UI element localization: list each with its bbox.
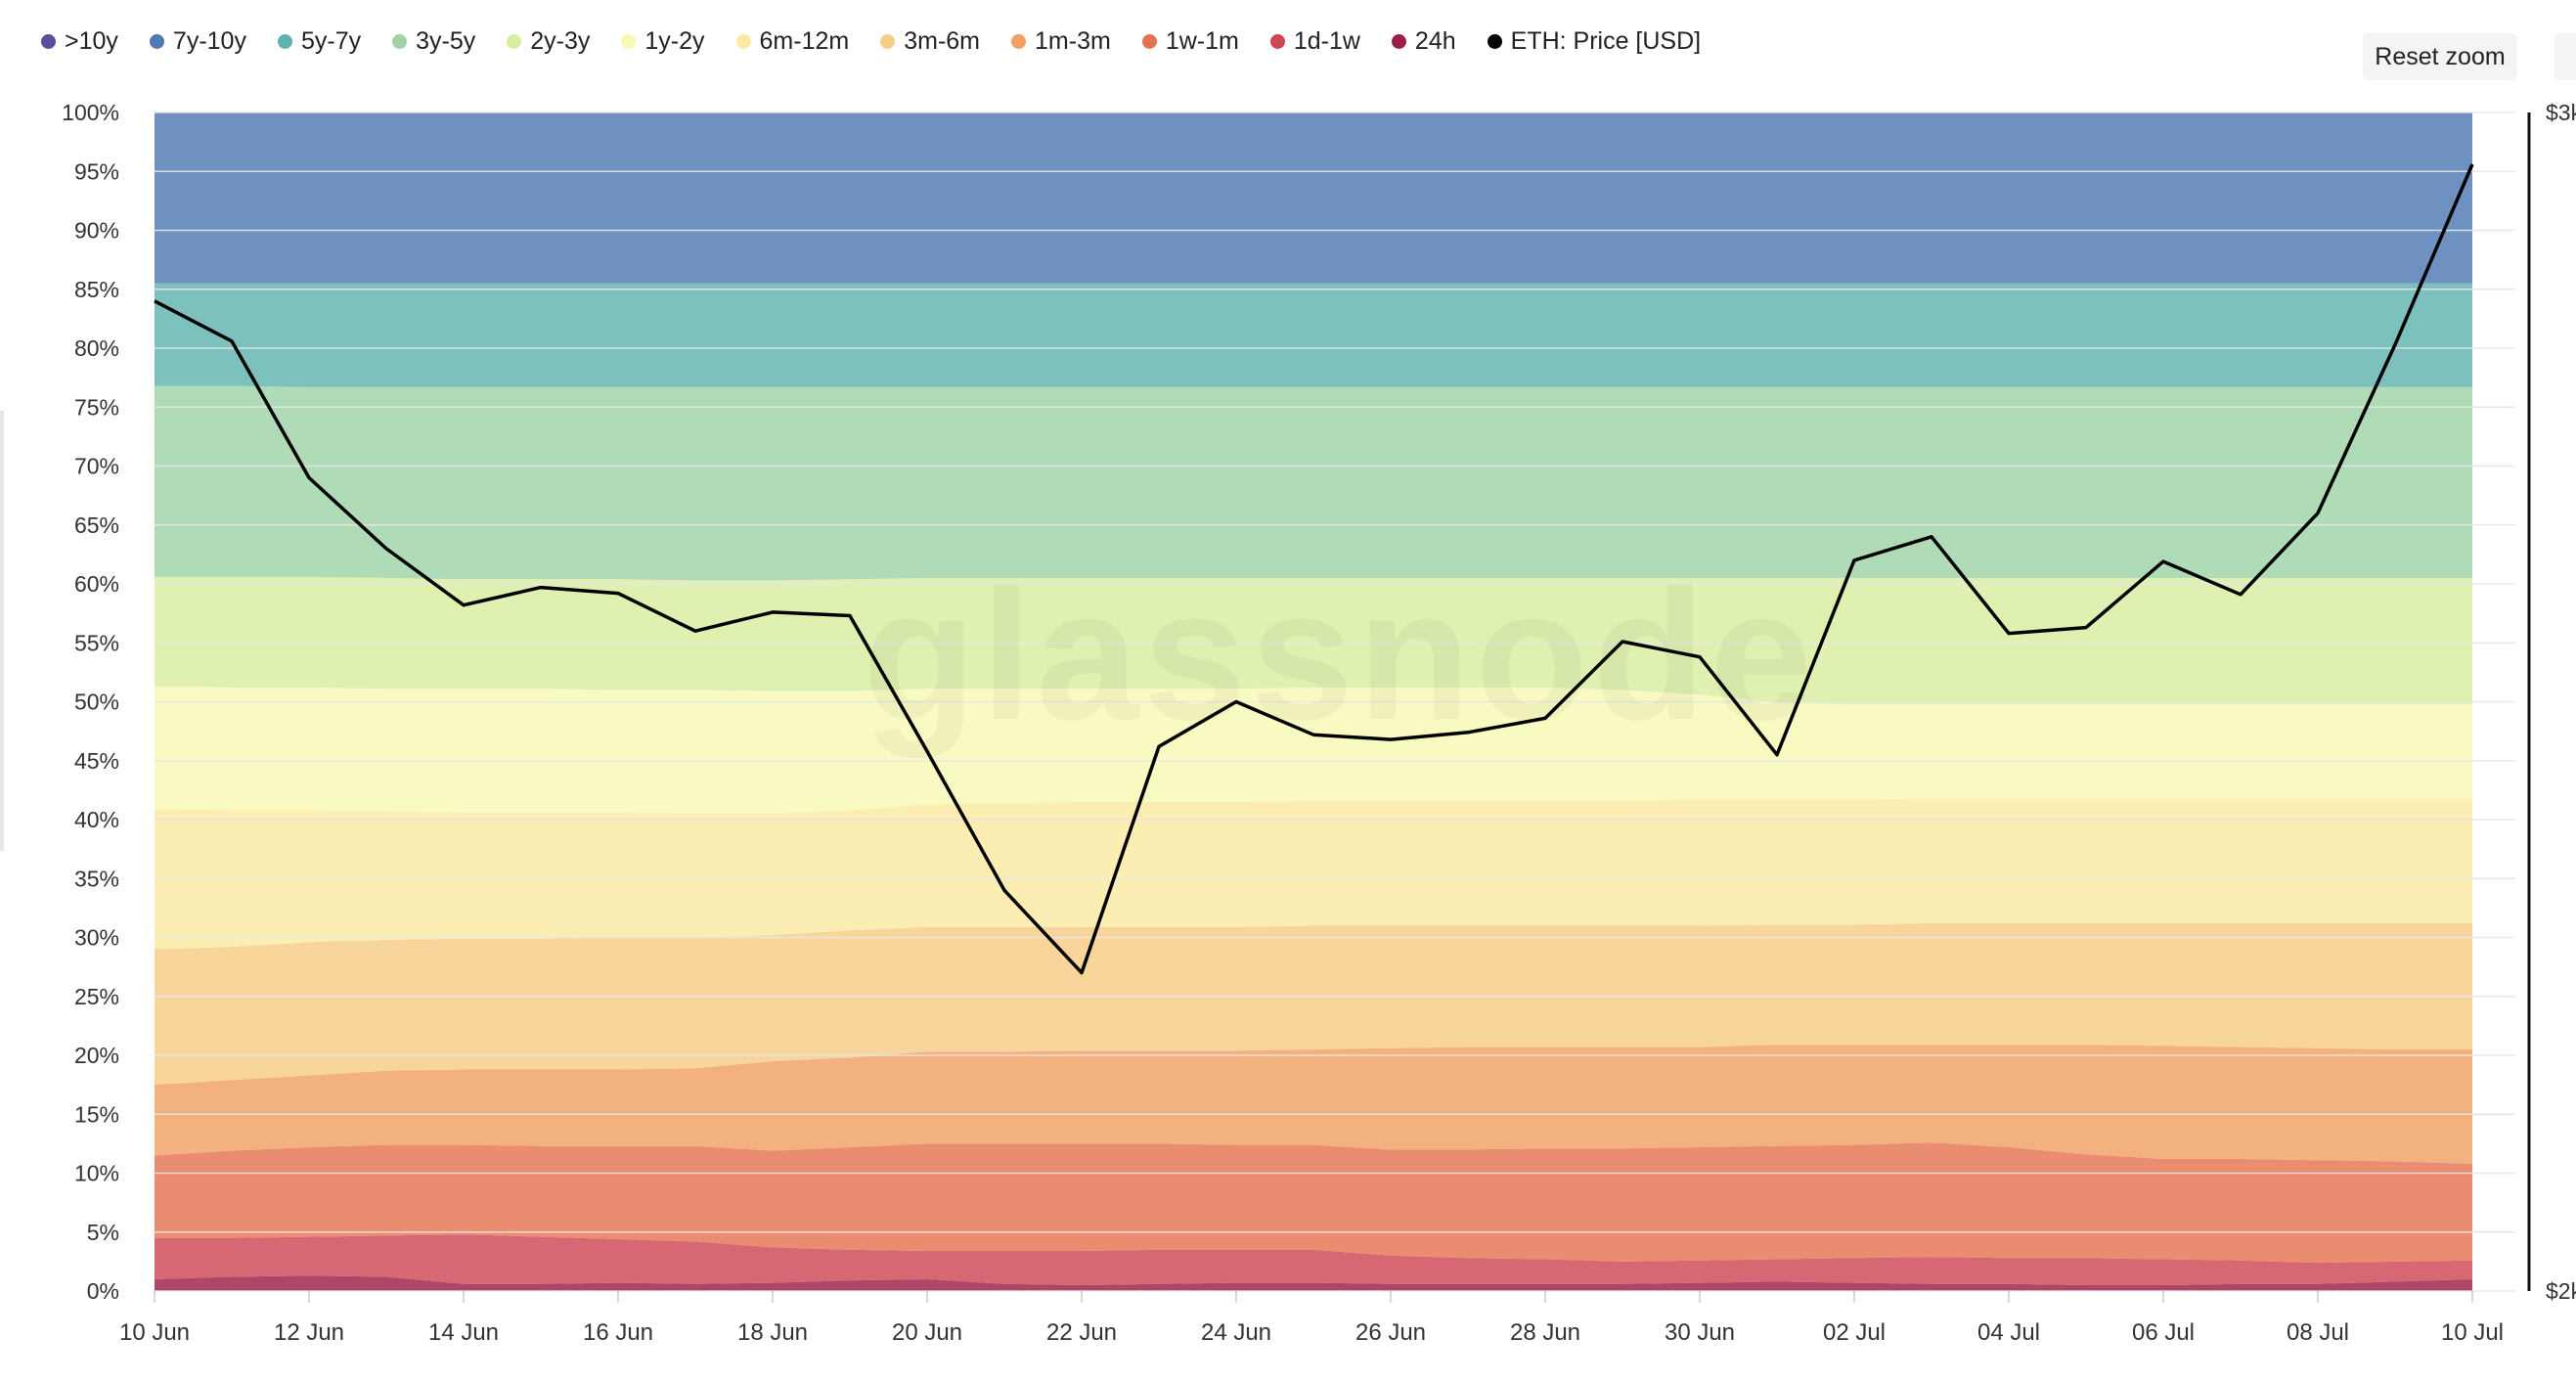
legend-item[interactable]: ETH: Price [USD] (1487, 27, 1702, 56)
legend-item[interactable]: 7y-10y (149, 27, 246, 56)
y-tick-label: 35% (74, 866, 119, 891)
y-tick-label: 45% (74, 748, 119, 774)
x-tick-label: 12 Jun (274, 1319, 344, 1346)
legend-dot-icon (1391, 34, 1406, 49)
legend-dot-icon (392, 34, 408, 49)
x-tick-label: 28 Jun (1510, 1319, 1580, 1346)
y-tick-label: 50% (74, 690, 119, 715)
area-band (155, 385, 2472, 581)
area-band (155, 112, 2472, 284)
x-tick-label: 30 Jun (1665, 1319, 1735, 1346)
area-band (155, 1234, 2472, 1285)
legend-item[interactable]: 1y-2y (621, 27, 705, 56)
legend-dot-icon (880, 34, 896, 49)
y-tick-label: 70% (74, 454, 119, 479)
legend-label: 24h (1414, 27, 1456, 55)
y-tick-label: 5% (87, 1220, 119, 1245)
price-tick-label: $2k (2546, 1278, 2576, 1304)
legend-label: ETH: Price [USD] (1510, 27, 1702, 55)
legend-label: 7y-10y (172, 27, 246, 55)
area-band (155, 1275, 2472, 1291)
legend-item[interactable]: 3y-5y (392, 27, 475, 56)
legend-dot-icon (1269, 34, 1285, 49)
legend-label: 1w-1m (1165, 27, 1239, 55)
grid-lines (155, 111, 2515, 1292)
price-tick-label: $3k (2546, 100, 2576, 125)
area-band (155, 576, 2472, 704)
area-band (155, 798, 2472, 950)
legend-item[interactable]: 1m-3m (1011, 27, 1111, 56)
legend-dot-icon (1141, 34, 1157, 49)
x-tick-label: 18 Jun (737, 1319, 808, 1346)
y-tick-label: 85% (74, 277, 119, 302)
area-band (155, 283, 2472, 387)
legend-item[interactable]: 3m-6m (880, 27, 980, 56)
x-tick-label: 04 Jul (1977, 1319, 2040, 1346)
y-tick-label: 100% (62, 100, 119, 125)
chart-legend: >10y 7y-10y 5y-7y 3y-5y 2y-3y 1y-2y 6m-12m 3m-6… (41, 27, 1732, 56)
legend-label: 1d-1w (1293, 27, 1360, 55)
watermark: glassnode (863, 552, 1817, 759)
x-tick-label: 22 Jun (1046, 1319, 1117, 1346)
legend-item[interactable]: >10y (41, 27, 118, 56)
y-tick-label: 80% (74, 335, 119, 361)
legend-label: 5y-7y (300, 27, 362, 55)
area-band (155, 923, 2472, 1086)
legend-dot-icon (1487, 34, 1502, 49)
eth-price-line (154, 163, 2474, 975)
y-tick-label: 30% (74, 925, 119, 951)
x-tick-label: 16 Jun (583, 1319, 653, 1346)
legend-label: 2y-3y (530, 27, 591, 55)
y-tick-label: 65% (74, 512, 119, 538)
legend-item[interactable]: 24h (1391, 27, 1456, 56)
legend-label: 1y-2y (644, 27, 705, 55)
legend-dot-icon (41, 34, 56, 49)
legend-dot-icon (507, 34, 522, 49)
x-tick-label: 26 Jun (1355, 1319, 1426, 1346)
legend-label: 6m-12m (759, 27, 850, 55)
legend-item[interactable]: 1w-1m (1141, 27, 1239, 56)
y-tick-label: 95% (74, 158, 119, 184)
y-tick-label: 75% (74, 394, 119, 420)
y-tick-label: 20% (74, 1043, 119, 1068)
legend-label: 3m-6m (904, 27, 981, 55)
x-tick-label: 20 Jun (892, 1319, 962, 1346)
legend-item[interactable]: 2y-3y (507, 27, 590, 56)
legend-item[interactable]: 1d-1w (1269, 27, 1360, 56)
x-tick-label: 10 Jun (119, 1319, 190, 1346)
legend-label: >10y (65, 27, 118, 55)
y-tick-label: 60% (74, 571, 119, 597)
x-tick-label: 10 Jul (2441, 1319, 2504, 1346)
area-band (155, 686, 2472, 814)
legend-dot-icon (621, 34, 637, 49)
y-tick-label: 0% (87, 1278, 119, 1304)
y-axis: 0% 5% 10% 15% 20% 25% 30% 35% 40% 45% 50% 55% 60% 65%… (62, 100, 119, 1304)
legend-dot-icon (277, 34, 292, 49)
legend-dot-icon (1011, 34, 1027, 49)
legend-item[interactable]: 5y-7y (277, 27, 362, 56)
chart-menu-button[interactable] (2554, 33, 2576, 80)
legend-label: 3y-5y (416, 27, 476, 55)
y-tick-label: 25% (74, 984, 119, 1009)
price-axis: $2k $3k (2527, 100, 2576, 1304)
area-band (155, 1045, 2472, 1164)
x-tick-label: 14 Jun (428, 1319, 499, 1346)
legend-dot-icon (149, 34, 164, 49)
y-tick-label: 40% (74, 807, 119, 832)
x-tick-label: 08 Jul (2287, 1319, 2349, 1346)
x-tick-label: 02 Jul (1823, 1319, 1886, 1346)
y-tick-label: 10% (74, 1161, 119, 1186)
x-tick-label: 24 Jun (1201, 1319, 1271, 1346)
y-tick-label: 55% (74, 630, 119, 655)
left-edge-rule (0, 411, 4, 851)
y-tick-label: 15% (74, 1101, 119, 1127)
legend-item[interactable]: 6m-12m (735, 27, 850, 56)
legend-dot-icon (735, 34, 751, 49)
legend-label: 1m-3m (1035, 27, 1111, 55)
x-axis: 10 Jun 12 Jun 14 Jun 16 Jun 18 Jun 20 Jun 22 J… (119, 1291, 2504, 1346)
y-tick-label: 90% (74, 218, 119, 244)
x-tick-label: 06 Jul (2132, 1319, 2195, 1346)
reset-zoom-button[interactable]: Reset zoom (2363, 33, 2517, 80)
